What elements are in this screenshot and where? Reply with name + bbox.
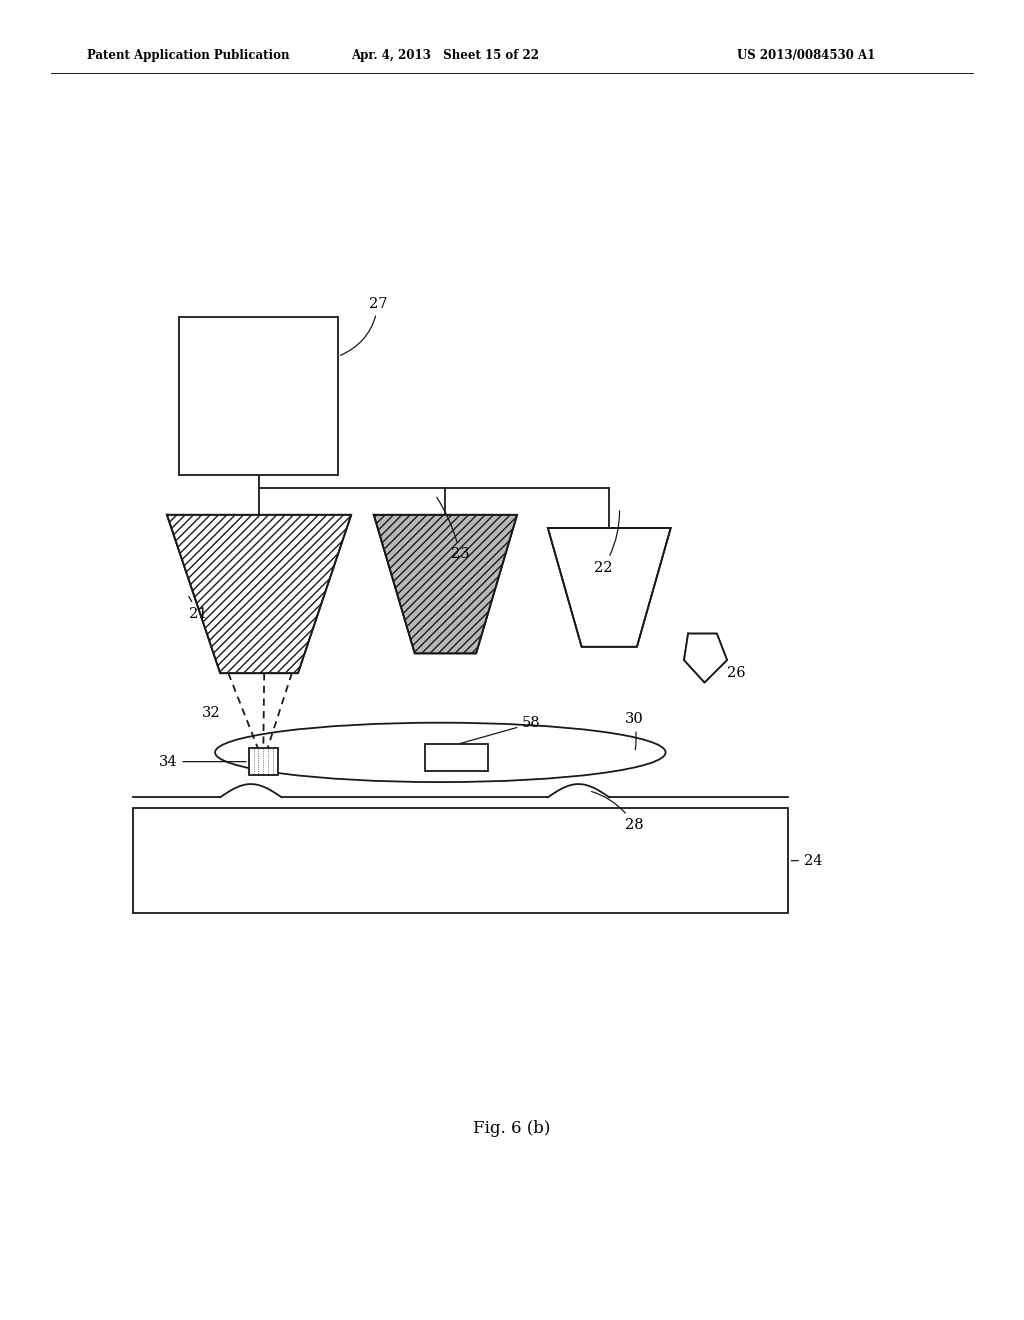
FancyBboxPatch shape [179,317,338,475]
Ellipse shape [215,722,666,781]
Polygon shape [167,515,351,673]
Bar [133,808,788,913]
Polygon shape [374,515,517,653]
Text: 24: 24 [792,854,822,867]
Text: 32: 32 [202,706,220,719]
Text: 58: 58 [460,717,541,743]
Bar [249,748,278,775]
Text: Apr. 4, 2013   Sheet 15 of 22: Apr. 4, 2013 Sheet 15 of 22 [351,49,540,62]
Polygon shape [684,634,727,682]
Bar [425,744,488,771]
Text: US 2013/0084530 A1: US 2013/0084530 A1 [737,49,876,62]
Text: 34: 34 [159,755,246,768]
Text: Fig. 6 (b): Fig. 6 (b) [473,1121,551,1137]
Polygon shape [548,528,671,647]
Text: 22: 22 [594,511,620,574]
Text: 26: 26 [727,667,745,680]
Text: 23: 23 [436,498,469,561]
Text: 27: 27 [341,297,387,355]
Text: 21: 21 [188,597,208,620]
Text: 28: 28 [592,792,643,832]
Text: Patent Application Publication: Patent Application Publication [87,49,290,62]
Text: 30: 30 [625,713,643,750]
